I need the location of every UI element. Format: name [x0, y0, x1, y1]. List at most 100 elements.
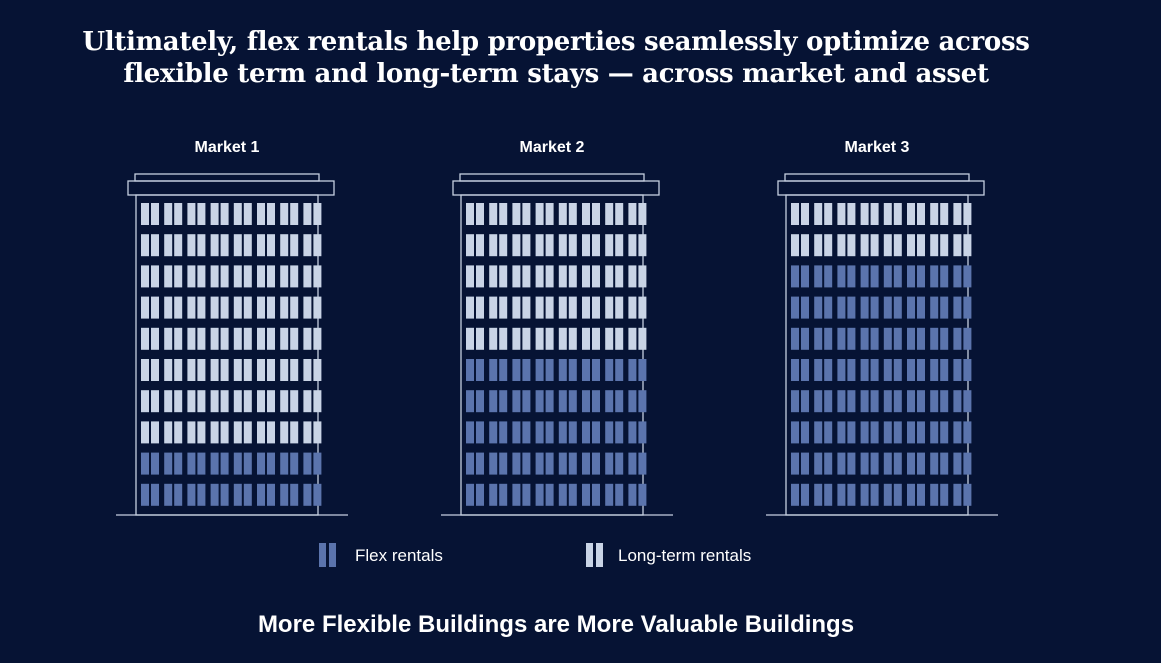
flex-rental-window	[535, 452, 554, 475]
long-term-rental-window	[257, 421, 275, 444]
long-term-rental-window	[535, 203, 554, 225]
long-term-rental-window	[628, 327, 647, 350]
long-term-rental-window	[257, 234, 275, 257]
long-term-rental-window	[141, 327, 159, 350]
flex-rental-window	[837, 452, 856, 475]
flex-rental-window	[930, 265, 949, 288]
long-term-rental-window	[883, 203, 902, 225]
headline-line-2: flexible term and long-term stays — acro…	[123, 59, 989, 89]
flex-rental-window	[883, 265, 902, 288]
long-term-rental-window	[187, 234, 206, 257]
flex-rental-window	[930, 483, 949, 506]
market-label: Market 3	[845, 139, 910, 156]
flex-rental-window	[883, 327, 902, 350]
flex-rental-window	[582, 452, 600, 475]
long-term-rental-window	[605, 327, 624, 350]
flex-rental-window	[628, 483, 647, 506]
flex-rental-window	[907, 390, 925, 413]
long-term-rental-window	[141, 203, 159, 225]
long-term-rental-window	[535, 296, 554, 319]
flex-rental-window	[791, 452, 809, 475]
flex-rental-window	[141, 452, 159, 475]
flex-rental-window	[489, 452, 508, 475]
flex-rental-window	[837, 296, 856, 319]
market-label: Market 2	[520, 139, 585, 156]
long-term-rental-window	[953, 203, 972, 225]
flex-rental-window	[558, 421, 577, 444]
building-3: Market 3	[766, 139, 998, 516]
long-term-rental-window	[791, 234, 809, 257]
flex-rental-window	[930, 327, 949, 350]
flex-rental-window	[512, 452, 531, 475]
long-term-rental-window	[489, 296, 508, 319]
long-term-rental-window	[837, 234, 856, 257]
flex-rental-window	[930, 421, 949, 444]
long-term-rental-window	[164, 234, 183, 257]
flex-rental-window	[791, 296, 809, 319]
long-term-rental-window	[164, 327, 183, 350]
long-term-rental-window	[141, 390, 159, 413]
long-term-rental-window	[187, 421, 206, 444]
flex-rental-window	[210, 483, 229, 506]
flex-rental-window	[582, 483, 600, 506]
long-term-rental-window	[280, 203, 299, 225]
flex-rental-window	[535, 421, 554, 444]
long-term-rental-window	[512, 327, 531, 350]
flex-rental-window	[605, 390, 624, 413]
long-term-rental-window	[860, 203, 879, 225]
long-term-rental-window	[280, 234, 299, 257]
long-term-rental-window	[558, 203, 577, 225]
long-term-rental-window	[582, 265, 600, 288]
flex-rental-window	[210, 452, 229, 475]
flex-rental-window	[930, 359, 949, 381]
flex-rental-window	[837, 327, 856, 350]
flex-rental-window	[791, 390, 809, 413]
flex-rental-window	[907, 483, 925, 506]
flex-rental-window	[489, 421, 508, 444]
legend-flex-icon	[319, 543, 336, 567]
long-term-rental-window	[233, 327, 252, 350]
flex-rental-window	[907, 359, 925, 381]
long-term-rental-window	[605, 265, 624, 288]
roof-parapet	[134, 173, 320, 182]
flex-rental-window	[791, 327, 809, 350]
flex-rental-window	[558, 452, 577, 475]
flex-rental-window	[512, 421, 531, 444]
flex-rental-window	[907, 421, 925, 444]
long-term-rental-window	[210, 327, 229, 350]
flex-rental-window	[466, 483, 484, 506]
flex-rental-window	[953, 390, 972, 413]
long-term-rental-window	[837, 203, 856, 225]
long-term-rental-window	[930, 234, 949, 257]
flex-rental-window	[930, 452, 949, 475]
long-term-rental-window	[233, 203, 252, 225]
long-term-rental-window	[558, 296, 577, 319]
long-term-rental-window	[257, 296, 275, 319]
flex-rental-window	[837, 483, 856, 506]
long-term-rental-window	[883, 234, 902, 257]
roof-slab	[127, 180, 335, 196]
long-term-rental-window	[558, 234, 577, 257]
long-term-rental-window	[489, 265, 508, 288]
flex-rental-window	[187, 452, 206, 475]
long-term-rental-window	[187, 265, 206, 288]
flex-rental-window	[860, 265, 879, 288]
long-term-rental-window	[628, 296, 647, 319]
long-term-rental-window	[210, 421, 229, 444]
flex-rental-window	[930, 296, 949, 319]
long-term-rental-window	[466, 234, 484, 257]
long-term-rental-window	[814, 203, 833, 225]
long-term-rental-window	[605, 203, 624, 225]
flex-rental-window	[907, 452, 925, 475]
long-term-rental-window	[280, 265, 299, 288]
legend-long-term-icon	[586, 543, 603, 567]
flex-rental-window	[233, 483, 252, 506]
long-term-rental-window	[535, 327, 554, 350]
long-term-rental-window	[280, 421, 299, 444]
flex-rental-window	[953, 296, 972, 319]
flex-rental-window	[814, 296, 833, 319]
flex-rental-window	[907, 296, 925, 319]
long-term-rental-window	[187, 296, 206, 319]
long-term-rental-window	[233, 265, 252, 288]
headline: Ultimately, flex rentals help properties…	[0, 26, 1112, 90]
